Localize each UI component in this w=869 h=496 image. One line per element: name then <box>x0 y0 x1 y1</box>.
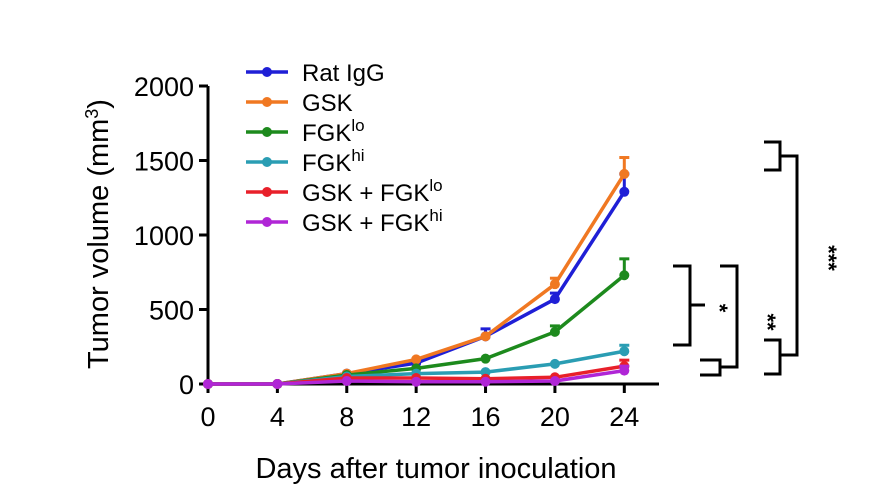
significance-label: ** <box>755 313 780 331</box>
data-point <box>549 326 560 337</box>
axes: 0 4 8 12 16 20 24 0 500 1000 1500 2000 <box>134 72 659 432</box>
legend-label: GSK <box>302 90 353 117</box>
data-point <box>549 294 560 305</box>
data-point <box>203 379 213 389</box>
y-tick-label: 1500 <box>134 147 194 177</box>
x-tick-label: 4 <box>270 402 285 432</box>
y-axis-title: Tumor volume (mm3) <box>82 99 115 369</box>
y-axis-title-sup: 3 <box>82 109 102 119</box>
legend-label: FGKhi <box>302 146 365 177</box>
x-tick-label: 16 <box>471 402 501 432</box>
legend-label-text: Rat IgG <box>302 60 385 87</box>
bracket-bottom-b <box>764 338 782 376</box>
x-tick-label: 24 <box>609 402 639 432</box>
data-point <box>619 346 630 357</box>
legend-label: FGKlo <box>302 116 365 147</box>
y-tick-label: 1000 <box>134 221 194 251</box>
legend-label-text: GSK + FGK <box>302 210 429 237</box>
data-point <box>480 353 491 364</box>
legend-label-text: GSK <box>302 90 353 117</box>
legend-item-3: FGKhi <box>246 146 365 177</box>
legend-swatch-marker <box>262 217 272 227</box>
data-point <box>549 279 560 290</box>
data-point <box>480 331 491 342</box>
x-tick-label: 8 <box>339 402 354 432</box>
significance-brackets: ****** <box>673 140 841 377</box>
series-layer <box>203 156 630 389</box>
bracket-fgklo <box>673 264 692 347</box>
y-axis-title-close: ) <box>83 99 115 109</box>
data-point <box>619 168 630 179</box>
legend-label-text: FGK <box>302 150 351 177</box>
data-point <box>411 376 422 387</box>
bracket-double <box>720 264 739 369</box>
legend-item-1: GSK <box>246 90 353 117</box>
legend-label: GSK + FGKhi <box>302 206 443 237</box>
legend-item-4: GSK + FGKlo <box>246 176 443 207</box>
legend-label-sup: lo <box>429 176 442 195</box>
legend-swatch-marker <box>262 157 272 167</box>
data-point <box>619 186 630 197</box>
bracket-bottom-a <box>700 358 722 377</box>
x-tick-label: 0 <box>200 402 215 432</box>
data-point <box>619 270 630 281</box>
x-tick-label: 12 <box>401 402 431 432</box>
legend-label-text: FGK <box>302 120 351 147</box>
significance-label: *** <box>816 245 841 271</box>
y-tick-label: 500 <box>149 296 194 326</box>
data-point <box>480 376 491 387</box>
y-tick-label: 0 <box>179 370 194 400</box>
legend-label: GSK + FGKlo <box>302 176 443 207</box>
bracket-upper <box>764 140 782 172</box>
x-axis-title: Days after tumor inoculation <box>255 453 616 485</box>
y-axis-title-main: Tumor volume (mm <box>83 119 115 369</box>
data-point <box>341 376 352 387</box>
data-point <box>549 358 560 369</box>
bracket-triple <box>780 154 799 357</box>
legend-label-sup: lo <box>351 116 364 135</box>
legend-item-5: GSK + FGKhi <box>246 206 443 237</box>
y-tick-label: 2000 <box>134 72 194 102</box>
data-point <box>619 365 630 376</box>
data-point <box>411 354 422 365</box>
legend-label-sup: hi <box>351 146 364 165</box>
legend-swatch-marker <box>262 97 272 107</box>
x-tick-label: 20 <box>540 402 570 432</box>
legend-swatch-marker <box>262 187 272 197</box>
legend-label-text: GSK + FGK <box>302 180 429 207</box>
legend-swatch-marker <box>262 67 272 77</box>
data-point <box>549 376 560 387</box>
legend-item-0: Rat IgG <box>246 60 385 87</box>
legend-swatch-marker <box>262 127 272 137</box>
legend-label-sup: hi <box>429 206 442 225</box>
legend-item-2: FGKlo <box>246 116 365 147</box>
data-point <box>272 379 283 389</box>
series-5 <box>203 364 630 389</box>
legend-label: Rat IgG <box>302 60 385 87</box>
significance-label: * <box>707 304 732 313</box>
